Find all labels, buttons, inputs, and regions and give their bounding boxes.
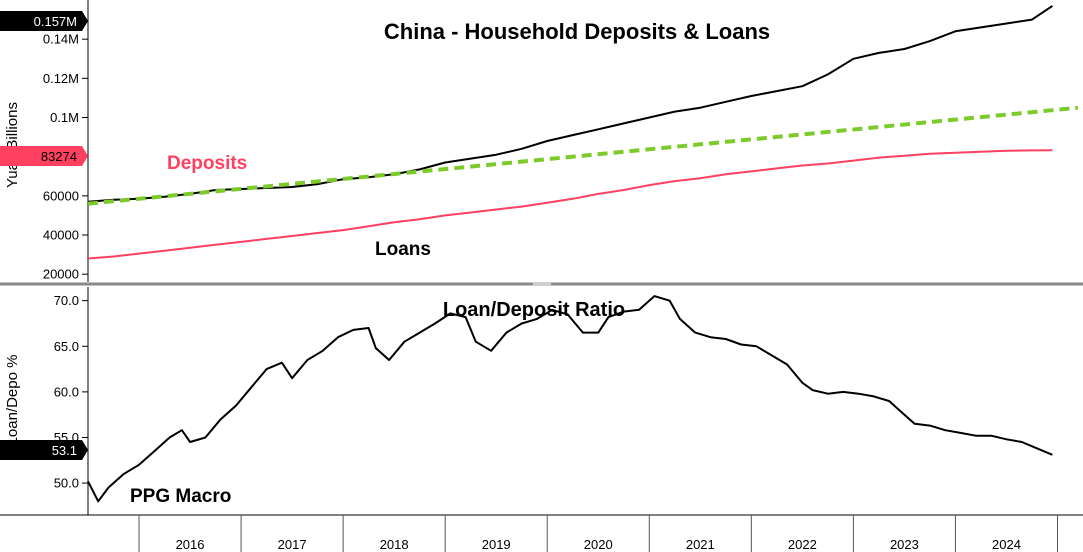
loans-tag-pointer [82, 11, 88, 31]
deposits-last-value-tag: 83274 [0, 146, 88, 166]
loans-last-value-tag: 0.157M [0, 11, 88, 31]
loans-tag-label: 0.157M [34, 14, 77, 29]
bottom-tick-label: 65.0 [54, 339, 79, 354]
deposits-tag-pointer [82, 146, 88, 166]
bottom-y-ticks: 50.055.060.065.070.0 [54, 293, 88, 491]
bottom-tick-label: 50.0 [54, 476, 79, 491]
x-tick-label: 2023 [890, 537, 919, 552]
loans-tag-box [0, 11, 82, 31]
trend-series-line [87, 105, 1079, 206]
bottom-panel-background [0, 286, 1083, 552]
ratio-tag-label: 53.1 [52, 443, 77, 458]
top-panel-background [0, 0, 1083, 283]
bottom-chart-title: Loan/Deposit Ratio [443, 299, 625, 321]
loans-annotation: Loans [375, 239, 431, 260]
bottom-tick-label: 60.0 [54, 384, 79, 399]
x-tick-label: 2022 [788, 537, 817, 552]
x-tick-label: 2020 [584, 537, 613, 552]
bottom-series-group [87, 295, 1053, 503]
bottom-y-axis-title: Loan/Depo % [4, 355, 21, 446]
top-tick-label: 40000 [43, 228, 79, 243]
bottom-tick-label: 70.0 [54, 293, 79, 308]
top-tick-label: 0.12M [43, 71, 79, 86]
x-tick-label: 2018 [380, 537, 409, 552]
x-tick-label: 2019 [482, 537, 511, 552]
x-tick-label: 2017 [278, 537, 307, 552]
ratio-last-value-tag: 53.1 [0, 440, 88, 460]
x-tick-label: 2021 [686, 537, 715, 552]
top-tick-label: 0.1M [50, 110, 79, 125]
deposits-annotation: Deposits [167, 153, 247, 174]
deposits-tag-box [0, 146, 82, 166]
top-y-axis-title: Yuan Billions [4, 102, 21, 188]
top-tick-label: 0.14M [43, 32, 79, 47]
deposits-tag-label: 83274 [41, 149, 77, 164]
top-tick-label: 20000 [43, 267, 79, 282]
ratio-series-line [87, 295, 1053, 503]
ratio-tag-box [0, 440, 82, 460]
source-annotation: PPG Macro [130, 486, 231, 507]
top-series-group [87, 5, 1079, 260]
x-tick-label: 2024 [992, 537, 1021, 552]
deposits-series-line [87, 149, 1053, 260]
top-y-ticks: 20000 40000 60000 0.1M 0.12M 0.14M [43, 32, 88, 282]
top-tick-label: 60000 [43, 188, 79, 203]
x-axis-ticks: 2016 2017 2018 2019 2020 2021 2022 2023 2024 [138, 515, 1058, 552]
x-tick-label: 2016 [176, 537, 205, 552]
panel-divider-grip[interactable] [533, 282, 551, 286]
top-chart-title: China - Household Deposits & Loans [384, 19, 770, 44]
ratio-tag-pointer [82, 440, 88, 460]
